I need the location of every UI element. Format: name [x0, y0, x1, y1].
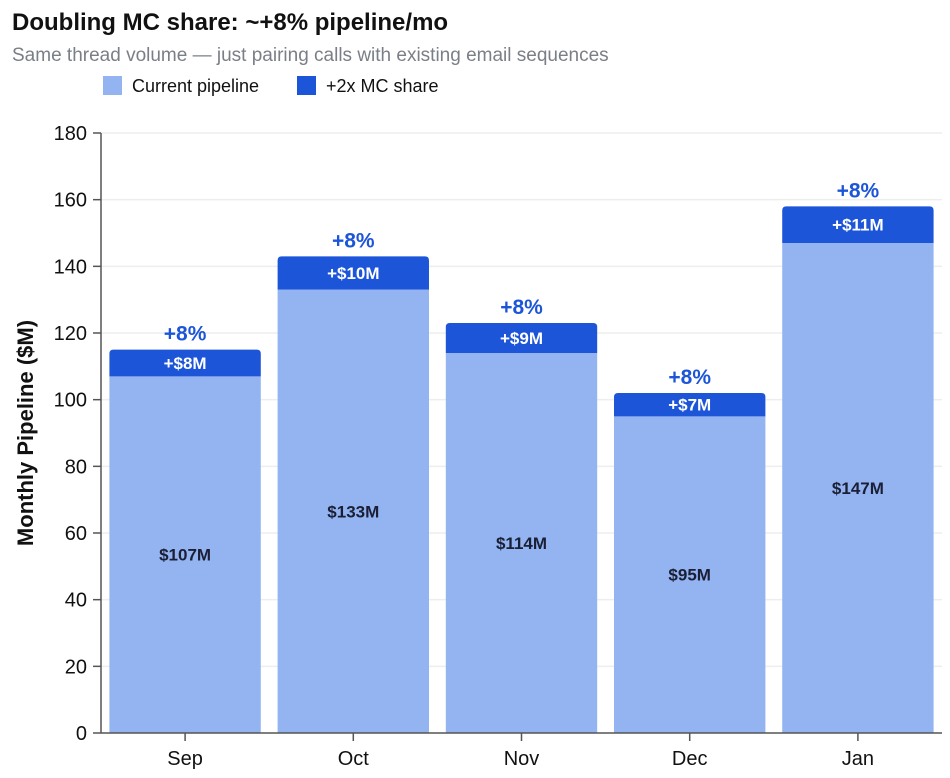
y-tick-label: 0 — [76, 723, 87, 745]
chart-title: Doubling MC share: ~+8% pipeline/mo — [12, 9, 448, 36]
base-value-label: $147M — [832, 479, 884, 498]
added-value-label: +$8M — [164, 354, 207, 373]
y-tick-label: 120 — [54, 323, 87, 345]
base-value-label: $95M — [668, 566, 711, 585]
pct-label: +8% — [837, 179, 880, 202]
y-tick-label: 160 — [54, 190, 87, 212]
x-tick-label: Jan — [842, 748, 874, 770]
x-tick-label: Nov — [504, 748, 540, 770]
bars: $107M +$8M +8% $133M +$10M +8% $114M +$9M +8% $95… — [109, 179, 934, 733]
pct-label: +8% — [668, 366, 711, 389]
x-tick-label: Sep — [167, 748, 203, 770]
pct-label: +8% — [500, 296, 543, 319]
y-tick-label: 80 — [65, 456, 87, 478]
legend-swatch-added — [297, 76, 316, 95]
bar-current-nov — [445, 353, 598, 733]
bar-current-sep — [109, 376, 261, 733]
bar-added-jan — [782, 206, 934, 243]
y-tick-label: 140 — [54, 256, 87, 278]
bar-added-nov — [445, 323, 598, 353]
bar-current-jan — [782, 243, 934, 733]
legend: Current pipeline +2x MC share — [103, 76, 439, 96]
bar-current-dec — [614, 416, 766, 733]
bar-added-oct — [277, 256, 429, 290]
chart-subtitle: Same thread volume — just pairing calls … — [12, 45, 609, 66]
x-axis: Sep Oct Nov Dec Jan — [101, 732, 942, 770]
base-value-label: $114M — [496, 534, 547, 553]
y-tick-label: 40 — [65, 590, 87, 612]
y-axis: 0 20 40 60 80 100 120 140 160 180 — [54, 123, 102, 745]
base-value-label: $133M — [327, 502, 379, 521]
added-value-label: +$10M — [327, 264, 379, 283]
base-value-label: $107M — [159, 546, 211, 565]
x-tick-label: Oct — [338, 748, 370, 770]
legend-label-current: Current pipeline — [132, 76, 259, 96]
pct-label: +8% — [332, 229, 375, 252]
legend-swatch-current — [103, 76, 122, 95]
added-value-label: +$7M — [668, 396, 711, 415]
pct-label: +8% — [164, 323, 207, 346]
legend-label-added: +2x MC share — [326, 76, 439, 96]
bar-added-dec — [614, 393, 766, 417]
y-tick-label: 60 — [65, 523, 87, 545]
y-tick-label: 20 — [65, 656, 87, 678]
added-value-label: +$9M — [500, 329, 543, 348]
x-tick-label: Dec — [672, 748, 708, 770]
bar-current-oct — [277, 289, 429, 733]
y-axis-title: Monthly Pipeline ($M) — [13, 320, 38, 546]
added-value-label: +$11M — [832, 216, 884, 235]
y-tick-label: 100 — [54, 390, 87, 412]
y-tick-label: 180 — [54, 123, 87, 145]
bar-added-sep — [109, 349, 261, 377]
